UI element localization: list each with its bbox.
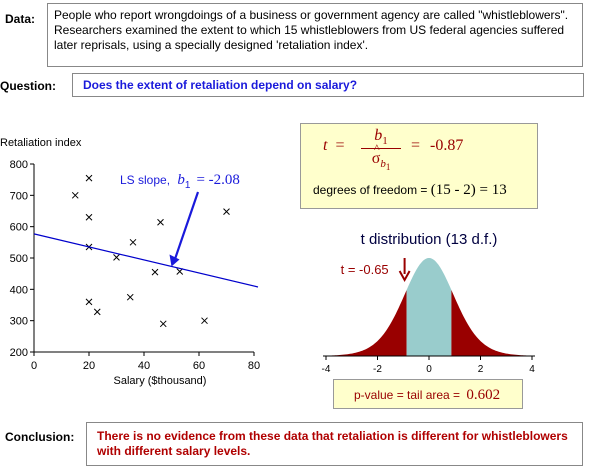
data-point: [159, 320, 167, 328]
center-area: [406, 258, 452, 356]
y-tick-label: 700: [10, 190, 28, 202]
conclusion-box: There is no evidence from these data tha…: [86, 422, 583, 466]
point-mark: [85, 298, 93, 306]
hat-symbol: ^: [374, 141, 380, 156]
df-value: 13: [491, 182, 507, 198]
question-text: Does the extent of retaliation depend on…: [83, 78, 358, 92]
conclusion-label: Conclusion:: [5, 430, 75, 444]
point-mark: [71, 191, 79, 199]
left-tail-area: [326, 290, 407, 356]
t-statistic-box: t = b1 ^ σb1 = -0.87 degrees of freedom =…: [300, 123, 538, 209]
data-point: [85, 213, 93, 221]
x-tick-label: -4: [322, 364, 331, 375]
question-label: Question:: [0, 79, 56, 93]
data-point: [126, 293, 134, 301]
y-tick-label: 600: [10, 222, 28, 234]
t-symbol: t: [323, 137, 328, 154]
data-point: [93, 308, 101, 316]
x-axis-title: Salary ($thousand): [114, 375, 207, 387]
annotation-arrow-shaft: [173, 191, 200, 261]
data-point: [113, 254, 120, 261]
point-mark: [159, 320, 167, 328]
point-mark: [113, 254, 120, 261]
df-expr: (15 - 2): [430, 182, 476, 198]
point-mark: [223, 208, 230, 215]
t-sigma: σ: [371, 150, 381, 168]
t-equals-2: =: [411, 137, 421, 154]
question-box: Does the extent of retaliation depend on…: [72, 73, 584, 97]
df-label: degrees of freedom =: [313, 183, 428, 197]
data-point: [157, 218, 164, 226]
data-point: [223, 208, 230, 215]
regression-line: [33, 233, 259, 288]
data-label: Data:: [5, 12, 36, 26]
t-den-subsub: 1: [385, 162, 391, 173]
chart-title: t distribution (13 d.f.): [361, 231, 498, 248]
p-value-box: p-value = tail area = 0.602: [333, 379, 523, 409]
point-mark: [126, 293, 134, 301]
right-tail-area: [451, 290, 532, 356]
t-numerator-sub: 1: [382, 135, 388, 148]
t-den-sub: b: [380, 158, 386, 171]
y-tick-label: 500: [10, 253, 28, 265]
y-axis-title: Retaliation index: [0, 137, 82, 149]
annotation-arrow-head: [169, 254, 180, 267]
x-tick-label: 40: [138, 360, 150, 372]
y-tick-label: 800: [10, 159, 28, 171]
data-point: [129, 238, 137, 246]
p-value-label: p-value = tail area =: [354, 388, 461, 402]
x-tick-label: -2: [373, 364, 382, 375]
t-equals: =: [335, 137, 345, 154]
slope-annotation: LS slope, b1 = -2.08: [120, 172, 240, 191]
t-distribution-chart: t distribution (13 d.f.) -4 -2 0 2 4 t = -0.65: [322, 231, 536, 375]
point-mark: [85, 174, 93, 182]
data-point: [85, 298, 93, 306]
data-point: [201, 317, 208, 325]
y-tick-label: 300: [10, 316, 28, 328]
point-mark: [151, 268, 159, 276]
point-mark: [129, 238, 137, 246]
point-mark: [85, 213, 93, 221]
t-value: -0.87: [430, 137, 464, 154]
x-tick-label: 20: [83, 360, 95, 372]
data-point: [85, 174, 93, 182]
y-tick-label: 200: [10, 347, 28, 359]
conclusion-text: There is no evidence from these data tha…: [97, 429, 568, 458]
point-mark: [157, 218, 164, 226]
y-tick-label: 400: [10, 284, 28, 296]
data-description-box: People who report wrongdoings of a busin…: [47, 3, 583, 67]
p-value-value: 0.602: [466, 387, 501, 403]
df-equals: =: [479, 182, 488, 198]
point-mark: [201, 317, 208, 325]
scatter-chart: Retaliation index 200 300 400 500 600 700 800 0 2…: [0, 137, 260, 387]
data-point: [71, 191, 79, 199]
t-observed-label: t = -0.65: [341, 262, 389, 277]
x-tick-label: 4: [529, 364, 535, 375]
t-numerator: b: [374, 127, 383, 144]
x-tick-label: 80: [248, 360, 260, 372]
x-tick-label: 0: [31, 360, 37, 372]
fraction-bar: [361, 148, 401, 150]
x-tick-label: 2: [478, 364, 484, 375]
point-mark: [93, 308, 101, 316]
t-arrow-head: [398, 270, 411, 283]
data-point: [151, 268, 159, 276]
x-tick-label: 0: [426, 364, 432, 375]
data-description-text: People who report wrongdoings of a busin…: [54, 8, 569, 52]
x-tick-label: 60: [193, 360, 205, 372]
